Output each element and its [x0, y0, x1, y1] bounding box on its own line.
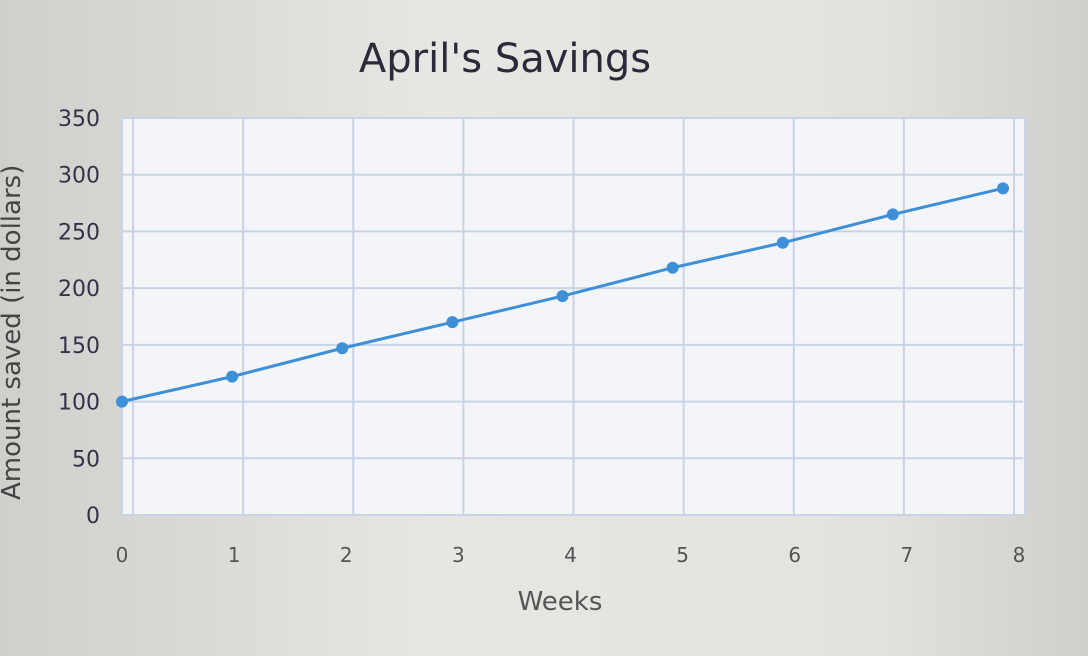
x-tick-label: 4: [564, 543, 577, 567]
y-tick-label: 150: [58, 334, 100, 359]
x-axis-label: Weeks: [518, 587, 603, 617]
x-tick-label: 6: [788, 543, 801, 567]
x-tick-label: 5: [676, 543, 689, 567]
data-point: [776, 236, 789, 249]
data-point: [886, 208, 899, 221]
y-tick-label: 0: [86, 504, 100, 529]
y-tick-label: 100: [58, 391, 100, 416]
data-point: [226, 370, 239, 383]
x-tick-label: 1: [228, 543, 241, 567]
y-tick-label: 250: [58, 220, 100, 245]
data-point: [116, 395, 128, 408]
y-axis-label: Amount saved (in dollars): [0, 165, 27, 500]
x-tick-label: 0: [116, 543, 129, 567]
data-point: [446, 316, 459, 329]
x-tick-label: 3: [452, 543, 465, 567]
y-tick-label: 300: [58, 164, 100, 189]
y-tick-label: 50: [72, 447, 100, 472]
x-tick-label: 7: [901, 543, 914, 567]
data-point: [997, 182, 1009, 195]
data-point: [666, 261, 679, 274]
x-tick-label: 2: [340, 543, 353, 567]
data-point: [336, 342, 349, 355]
data-point: [556, 290, 569, 303]
x-tick-label: 8: [1013, 543, 1026, 567]
y-tick-label: 350: [58, 107, 100, 132]
y-tick-label: 200: [58, 277, 100, 302]
chart-title: April's Savings: [359, 36, 651, 82]
